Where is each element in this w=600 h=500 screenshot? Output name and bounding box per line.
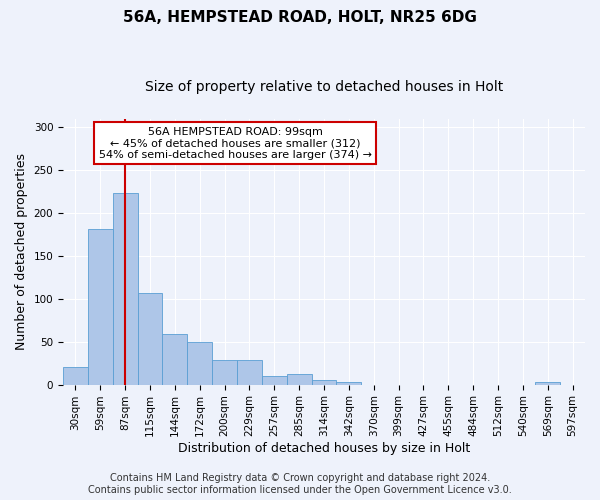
Bar bbox=[237, 360, 262, 384]
Bar bbox=[535, 382, 560, 384]
Text: Contains HM Land Registry data © Crown copyright and database right 2024.
Contai: Contains HM Land Registry data © Crown c… bbox=[88, 474, 512, 495]
X-axis label: Distribution of detached houses by size in Holt: Distribution of detached houses by size … bbox=[178, 442, 470, 455]
Bar bbox=[311, 380, 337, 384]
Bar bbox=[212, 360, 237, 384]
Title: Size of property relative to detached houses in Holt: Size of property relative to detached ho… bbox=[145, 80, 503, 94]
Bar bbox=[337, 382, 361, 384]
Y-axis label: Number of detached properties: Number of detached properties bbox=[15, 153, 28, 350]
Bar bbox=[137, 293, 163, 384]
Bar bbox=[187, 342, 212, 384]
Bar bbox=[88, 228, 113, 384]
Text: 56A HEMPSTEAD ROAD: 99sqm
← 45% of detached houses are smaller (312)
54% of semi: 56A HEMPSTEAD ROAD: 99sqm ← 45% of detac… bbox=[99, 127, 372, 160]
Bar bbox=[163, 334, 187, 384]
Bar bbox=[262, 376, 287, 384]
Text: 56A, HEMPSTEAD ROAD, HOLT, NR25 6DG: 56A, HEMPSTEAD ROAD, HOLT, NR25 6DG bbox=[123, 10, 477, 25]
Bar bbox=[113, 192, 137, 384]
Bar bbox=[287, 374, 311, 384]
Bar bbox=[63, 368, 88, 384]
